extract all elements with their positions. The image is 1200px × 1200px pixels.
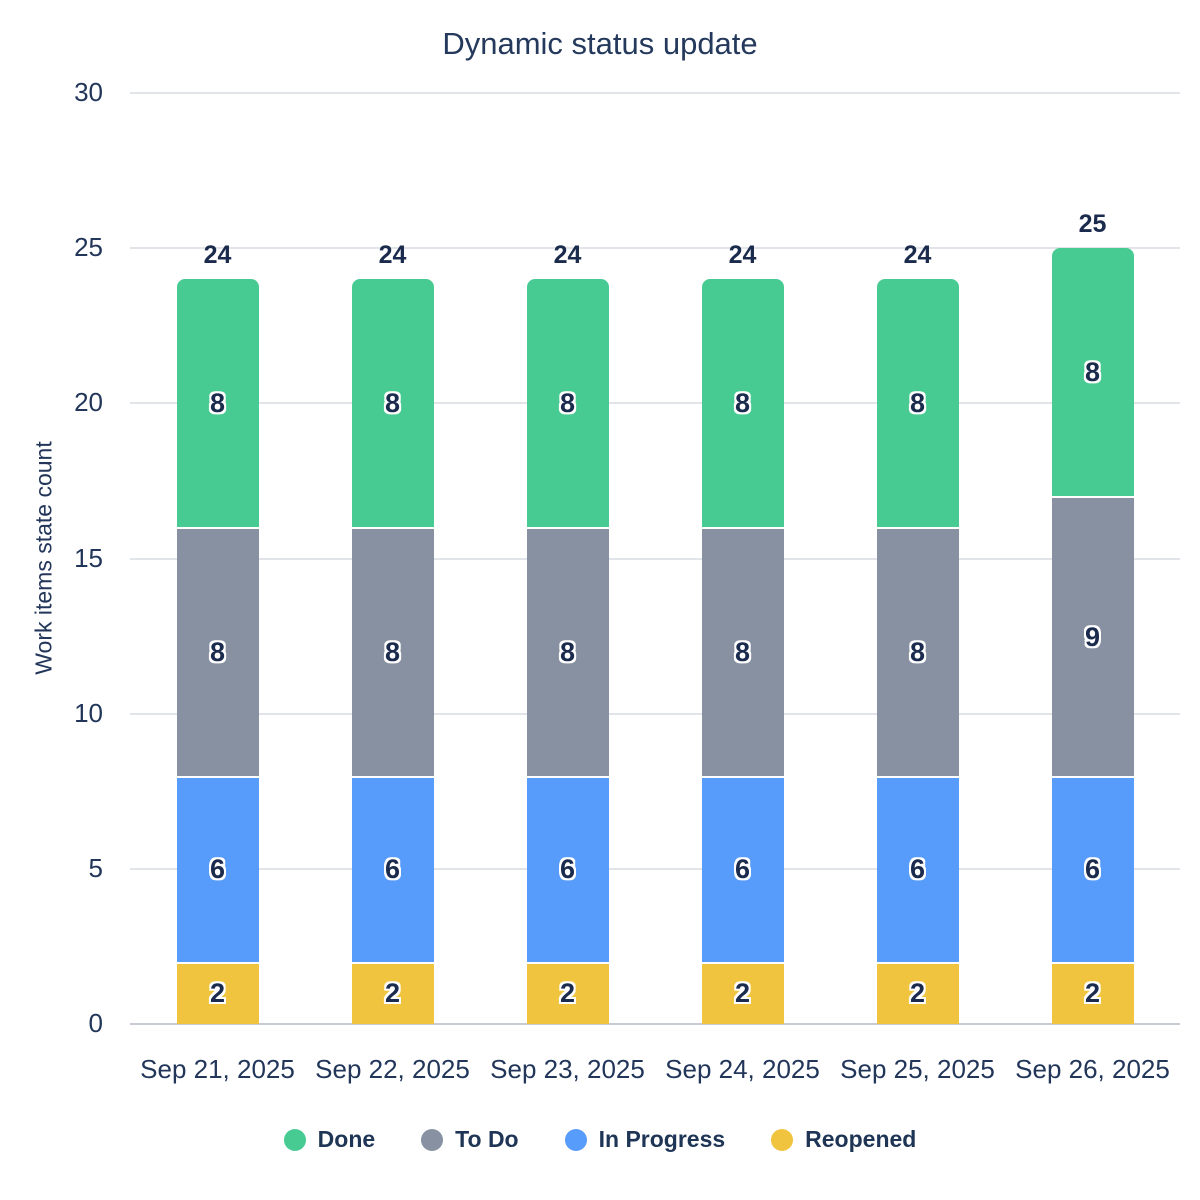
bar-segment-in-progress[interactable]: 6 (351, 775, 434, 962)
bar-segment-value: 8 (734, 637, 751, 668)
bar-segment-value: 6 (384, 854, 401, 885)
bar-total-label: 24 (203, 241, 232, 270)
bar-segment-value: 2 (559, 978, 576, 1009)
x-tick-label-sep-21,-2025: Sep 21, 2025 (140, 1054, 295, 1084)
legend-label: Done (317, 1126, 376, 1152)
legend-item-done[interactable]: Done (283, 1126, 376, 1153)
bar-segment-reopened[interactable]: 2 (876, 961, 959, 1024)
y-tick-label-25: 25 (74, 232, 103, 263)
bar-segment-to-do[interactable]: 8 (176, 527, 259, 776)
bar-segment-value: 9 (1084, 621, 1101, 652)
bar-segment-in-progress[interactable]: 6 (876, 775, 959, 962)
gridline-30 (130, 92, 1180, 94)
bar-segment-value: 8 (909, 637, 926, 668)
bar-segment-value: 8 (384, 637, 401, 668)
bar-segment-value: 8 (559, 387, 576, 418)
bar-sep-21,-2025: 8 8 6 2 (176, 279, 259, 1024)
bar-total-label: 24 (378, 241, 407, 270)
bar-segment-reopened[interactable]: 2 (351, 961, 434, 1024)
y-tick-label-5: 5 (88, 852, 103, 883)
gridline-20 (130, 402, 1180, 405)
x-tick-label-sep-25,-2025: Sep 25, 2025 (840, 1054, 995, 1084)
bar-segment-value: 2 (734, 978, 751, 1009)
bar-total-label: 24 (903, 241, 932, 270)
bar-segment-done[interactable]: 8 (1051, 248, 1134, 497)
bar-segment-value: 6 (209, 854, 226, 885)
y-tick-label-0: 0 (88, 1008, 103, 1038)
y-tick-label-30: 30 (74, 77, 103, 107)
legend-item-in-progress[interactable]: In Progress (564, 1126, 726, 1153)
y-tick-label-20: 20 (74, 387, 103, 418)
bar-segment-value: 8 (909, 387, 926, 418)
bar-segment-done[interactable]: 8 (526, 279, 609, 528)
bar-segment-value: 8 (734, 387, 751, 418)
x-axis-line (130, 1023, 1180, 1025)
x-tick-label-sep-26,-2025: Sep 26, 2025 (1015, 1054, 1170, 1084)
bar-segment-value: 8 (559, 637, 576, 668)
legend-label: In Progress (598, 1126, 726, 1152)
bar-segment-value: 8 (1084, 356, 1101, 387)
gridline-25 (130, 247, 1180, 250)
bar-segment-in-progress[interactable]: 6 (1051, 775, 1134, 962)
legend-dot-to-do-icon (421, 1128, 444, 1151)
bar-sep-26,-2025: 8 9 6 2 (1051, 248, 1134, 1024)
bar-sep-22,-2025: 8 8 6 2 (351, 279, 434, 1024)
bar-segment-value: 2 (909, 978, 926, 1009)
bar-segment-to-do[interactable]: 8 (526, 527, 609, 776)
bar-segment-value: 8 (384, 387, 401, 418)
legend-dot-reopened-icon (771, 1128, 794, 1151)
gridline-15 (130, 557, 1180, 560)
legend-item-to-do[interactable]: To Do (421, 1126, 519, 1153)
bar-segment-done[interactable]: 8 (701, 279, 784, 528)
bar-sep-25,-2025: 8 8 6 2 (876, 279, 959, 1024)
bar-segment-reopened[interactable]: 2 (526, 961, 609, 1024)
legend-dot-done-icon (283, 1128, 306, 1151)
bar-sep-24,-2025: 8 8 6 2 (701, 279, 784, 1024)
bar-segment-done[interactable]: 8 (176, 279, 259, 528)
bar-segment-to-do[interactable]: 8 (351, 527, 434, 776)
bar-segment-value: 2 (209, 978, 226, 1009)
bar-segment-to-do[interactable]: 9 (1051, 496, 1134, 776)
y-tick-label-10: 10 (74, 697, 103, 728)
bar-sep-23,-2025: 8 8 6 2 (526, 279, 609, 1024)
bar-total-label: 24 (553, 241, 582, 270)
bar-segment-value: 2 (384, 978, 401, 1009)
bar-segment-done[interactable]: 8 (351, 279, 434, 528)
legend-dot-in-progress-icon (564, 1128, 587, 1151)
bar-segment-value: 6 (734, 854, 751, 885)
legend-label: To Do (455, 1126, 519, 1152)
bar-segment-value: 2 (1084, 978, 1101, 1009)
bar-segment-to-do[interactable]: 8 (701, 527, 784, 776)
x-tick-label-sep-23,-2025: Sep 23, 2025 (490, 1054, 645, 1084)
bar-segment-value: 8 (209, 637, 226, 668)
x-tick-label-sep-24,-2025: Sep 24, 2025 (665, 1054, 820, 1084)
bar-segment-value: 6 (1084, 854, 1101, 885)
bar-segment-value: 6 (909, 854, 926, 885)
bar-segment-reopened[interactable]: 2 (701, 961, 784, 1024)
bar-segment-in-progress[interactable]: 6 (526, 775, 609, 962)
bar-segment-to-do[interactable]: 8 (876, 527, 959, 776)
legend-item-reopened[interactable]: Reopened (771, 1126, 916, 1153)
bar-total-label: 24 (728, 241, 757, 270)
gridline-5 (130, 867, 1180, 870)
bar-segment-value: 8 (209, 387, 226, 418)
x-tick-label-sep-22,-2025: Sep 22, 2025 (315, 1054, 470, 1084)
legend: Done To Do In Progress Reopened (0, 1126, 1200, 1153)
bar-segment-reopened[interactable]: 2 (176, 961, 259, 1024)
bar-segment-value: 6 (559, 854, 576, 885)
legend-label: Reopened (805, 1126, 917, 1152)
bar-total-label: 25 (1078, 210, 1107, 239)
bar-segment-reopened[interactable]: 2 (1051, 961, 1134, 1024)
chart-title: Dynamic status update (442, 26, 758, 61)
bar-segment-done[interactable]: 8 (876, 279, 959, 528)
bar-segment-in-progress[interactable]: 6 (176, 775, 259, 962)
y-tick-label-15: 15 (74, 542, 103, 573)
gridline-10 (130, 712, 1180, 715)
bar-segment-in-progress[interactable]: 6 (701, 775, 784, 962)
